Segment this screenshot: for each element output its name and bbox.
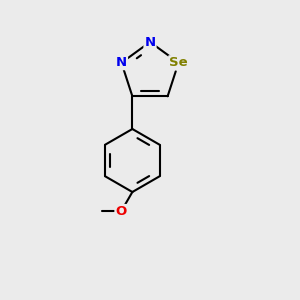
Text: Se: Se (169, 56, 188, 69)
Text: N: N (116, 56, 127, 69)
Text: N: N (144, 35, 156, 49)
Text: O: O (116, 205, 127, 218)
